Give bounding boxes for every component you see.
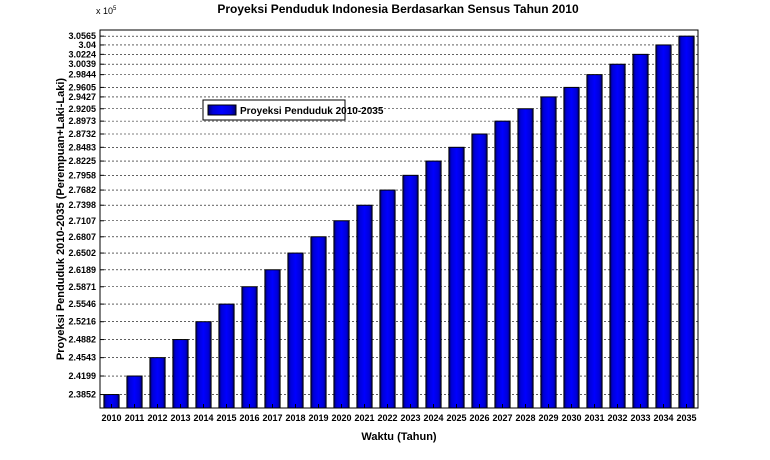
x-tick-label: 2028 bbox=[515, 413, 535, 423]
bar-2027 bbox=[494, 120, 511, 409]
bar-2021 bbox=[356, 204, 373, 409]
x-tick-label: 2030 bbox=[561, 413, 581, 423]
y-tick-label: 2.6502 bbox=[68, 248, 96, 258]
y-tick-label: 2.5216 bbox=[68, 317, 96, 327]
legend: Proyeksi Penduduk 2010-2035 bbox=[202, 99, 384, 121]
bar-2012 bbox=[149, 357, 166, 409]
y-tick-label: 2.8225 bbox=[68, 156, 96, 166]
y-tick-label: 2.8973 bbox=[68, 116, 96, 126]
x-tick-label: 2015 bbox=[216, 413, 236, 423]
bar-2020 bbox=[333, 220, 350, 409]
x-tick-label: 2035 bbox=[676, 413, 696, 423]
y-axis-label: Proyeksi Penduduk 2010-2035 (Perempuan+L… bbox=[55, 78, 67, 360]
bar-2023 bbox=[402, 174, 419, 409]
x-tick-label: 2023 bbox=[400, 413, 420, 423]
plot-area-frame bbox=[99, 29, 699, 409]
bar-2016 bbox=[241, 286, 258, 409]
x-tick-label: 2010 bbox=[101, 413, 121, 423]
x-tick-label: 2016 bbox=[239, 413, 259, 423]
bar-2024 bbox=[425, 160, 442, 409]
bar-2019 bbox=[310, 236, 327, 409]
legend-box bbox=[202, 99, 346, 121]
x-tick-label: 2021 bbox=[354, 413, 374, 423]
y-tick-label: 2.7682 bbox=[68, 185, 96, 195]
y-tick-label: 3.0565 bbox=[68, 31, 96, 41]
bar-2015 bbox=[218, 303, 235, 409]
bar-2031 bbox=[586, 74, 603, 409]
bar-2018 bbox=[287, 252, 304, 409]
y-tick-label: 3.04 bbox=[78, 40, 96, 50]
x-tick-label: 2034 bbox=[653, 413, 673, 423]
y-tick-label: 2.7398 bbox=[68, 200, 96, 210]
x-tick-label: 2017 bbox=[262, 413, 282, 423]
x-tick-label: 2029 bbox=[538, 413, 558, 423]
x-axis-label: Waktu (Tahun) bbox=[361, 431, 436, 443]
x-tick-label: 2018 bbox=[285, 413, 305, 423]
x-tick-labels: 2010 2011 2012 2013 2014 2015 2016 2017 2018 2019… bbox=[101, 404, 697, 423]
bar-2035 bbox=[678, 35, 695, 409]
legend-swatch bbox=[207, 104, 237, 116]
bar-2032 bbox=[609, 63, 626, 409]
bar-2026 bbox=[471, 133, 488, 409]
bar-2013 bbox=[172, 339, 189, 409]
y-tick-label: 2.6189 bbox=[68, 265, 96, 275]
x-tick-label: 2027 bbox=[492, 413, 512, 423]
y-tick-label: 2.9427 bbox=[68, 92, 96, 102]
y-tick-label: 2.5546 bbox=[68, 299, 96, 309]
bar-2030 bbox=[563, 86, 580, 409]
bar-2029 bbox=[540, 96, 557, 409]
bar-2022 bbox=[379, 189, 396, 409]
x-tick-label: 2014 bbox=[193, 413, 213, 423]
bar-2014 bbox=[195, 321, 212, 409]
bar-2034 bbox=[655, 44, 672, 409]
x-tick-label: 2022 bbox=[377, 413, 397, 423]
gridlines bbox=[100, 35, 698, 395]
x-tick-label: 2024 bbox=[423, 413, 443, 423]
y-tick-label: 2.7107 bbox=[68, 216, 96, 226]
y-tick-label: 2.9205 bbox=[68, 104, 96, 114]
y-multiplier-exponent: 5 bbox=[113, 6, 117, 12]
bar-2025 bbox=[448, 146, 465, 409]
y-tick-label: 2.8483 bbox=[68, 142, 96, 152]
y-tick-labels: 2.3852 2.4199 2.4543 2.4882 2.5216 2.5546 2.58… bbox=[68, 31, 104, 400]
x-tick-label: 2033 bbox=[630, 413, 650, 423]
y-multiplier-base: x 10 bbox=[96, 6, 113, 16]
x-tick-label: 2020 bbox=[331, 413, 351, 423]
legend-entry-label: Proyeksi Penduduk 2010-2035 bbox=[240, 106, 384, 117]
y-tick-label: 2.5871 bbox=[68, 282, 96, 292]
bars bbox=[103, 35, 695, 409]
x-tick-label: 2012 bbox=[147, 413, 167, 423]
bar-2011 bbox=[126, 375, 143, 409]
y-tick-label: 2.9844 bbox=[68, 70, 96, 80]
chart-title: Proyeksi Penduduk Indonesia Berdasarkan … bbox=[217, 2, 579, 16]
y-tick-label: 2.3852 bbox=[68, 390, 96, 400]
y-tick-label: 2.8732 bbox=[68, 129, 96, 139]
x-tick-label: 2026 bbox=[469, 413, 489, 423]
y-multiplier-label: x 105 bbox=[96, 6, 117, 16]
x-tick-label: 2013 bbox=[170, 413, 190, 423]
x-tick-label: 2025 bbox=[446, 413, 466, 423]
bar-2033 bbox=[632, 53, 649, 409]
bar-2017 bbox=[264, 269, 281, 409]
x-tick-label: 2019 bbox=[308, 413, 328, 423]
x-tick-label: 2032 bbox=[607, 413, 627, 423]
y-tick-label: 2.4199 bbox=[68, 371, 96, 381]
y-tick-label: 3.0224 bbox=[68, 49, 96, 59]
x-tick-label: 2031 bbox=[584, 413, 604, 423]
y-tick-label: 2.9605 bbox=[68, 82, 96, 92]
x-tick-label: 2011 bbox=[125, 413, 145, 423]
y-tick-label: 3.0039 bbox=[68, 59, 96, 69]
y-tick-label: 2.7958 bbox=[68, 170, 96, 180]
y-tick-label: 2.4882 bbox=[68, 335, 96, 345]
y-tick-label: 2.4543 bbox=[68, 353, 96, 363]
bar-2028 bbox=[517, 108, 534, 409]
y-tick-label: 2.6807 bbox=[68, 232, 96, 242]
